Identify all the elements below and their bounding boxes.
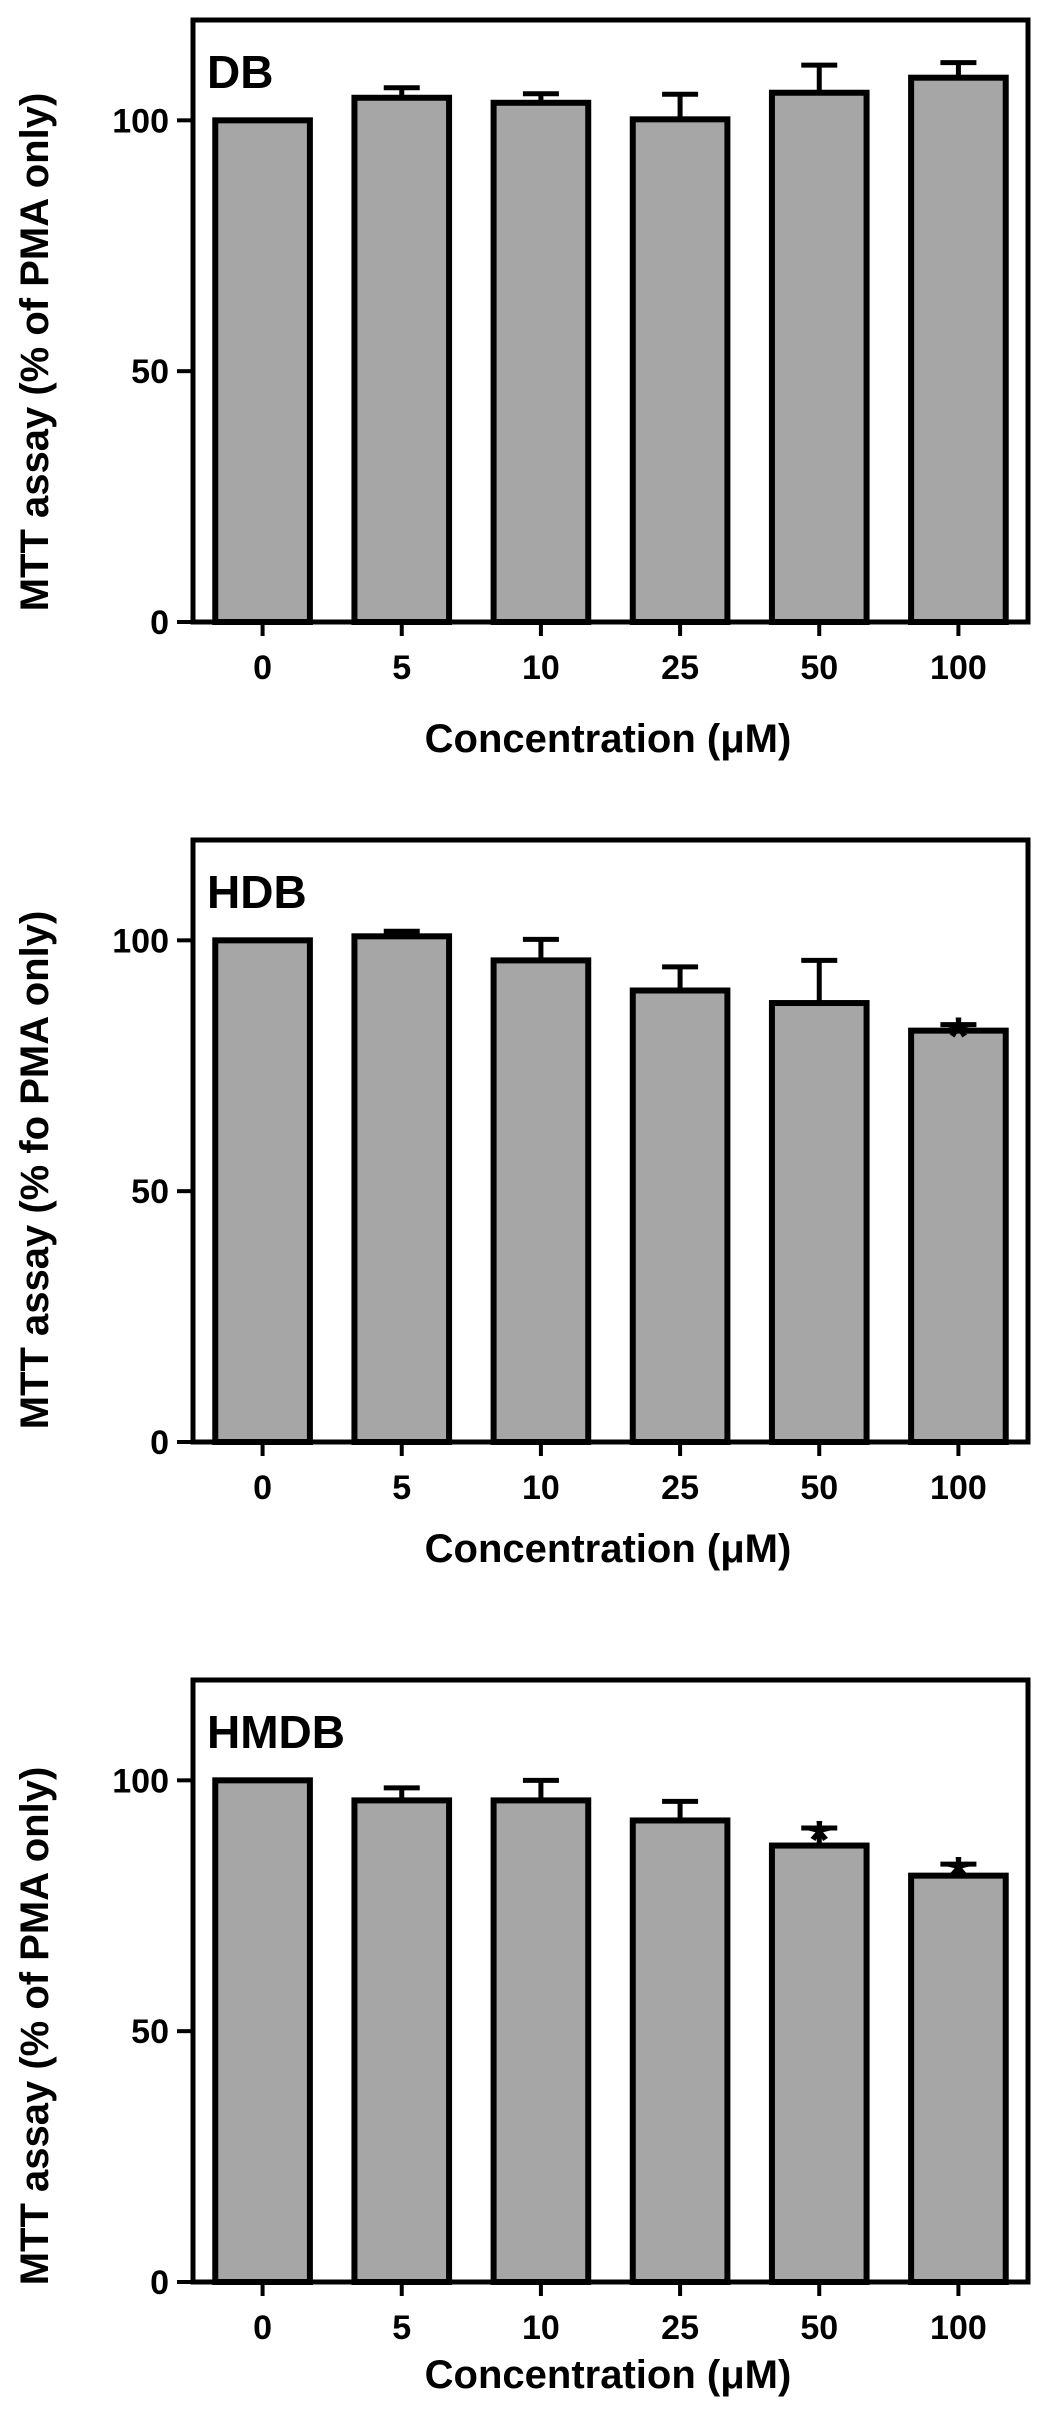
bar	[351, 933, 453, 1445]
y-tick-label: 0	[150, 604, 169, 642]
y-tick-label: 100	[112, 1762, 169, 1800]
x-tick-label: 50	[800, 649, 838, 687]
y-tick-label: 100	[112, 102, 169, 140]
x-tick-label: 50	[800, 1469, 838, 1507]
bar	[908, 1872, 1009, 2285]
x-axis-title: Concentration (μM)	[425, 717, 792, 761]
y-tick-label: 50	[131, 1173, 169, 1211]
bar	[629, 987, 731, 1445]
plot-area-hdb: 0 5 10 25 50 * 100 0 50 100 HDB	[112, 837, 1031, 1507]
bar	[490, 1797, 592, 2285]
x-tick-label: 5	[392, 1469, 411, 1507]
bar	[212, 117, 313, 625]
y-axis-title: MTT assay (% of PMA only)	[13, 93, 57, 612]
y-tick-label: 0	[150, 2264, 169, 2302]
x-tick-label: 10	[522, 649, 560, 687]
plot-area-hmdb: 0 5 10 25 * 50 * 100 0 50 100 HMDB	[112, 1677, 1031, 2347]
x-tick-label: 100	[930, 2309, 987, 2347]
bar	[351, 1797, 453, 2285]
x-tick-label: 50	[800, 2309, 838, 2347]
x-tick-label: 100	[930, 1469, 987, 1507]
bar	[351, 94, 453, 625]
plot-frame	[190, 1677, 1031, 2285]
bar	[212, 1777, 313, 2285]
plot-area-db: 0 5 10 25 50 100 0 50 100 DB	[112, 17, 1031, 687]
x-tick-label: 0	[253, 1469, 272, 1507]
bar	[908, 74, 1009, 626]
bar	[768, 1842, 870, 2286]
x-tick-label: 25	[661, 649, 699, 687]
bar	[490, 957, 592, 1445]
plot-frame	[190, 17, 1031, 625]
x-tick-label: 25	[661, 2309, 699, 2347]
x-tick-label: 10	[522, 2309, 560, 2347]
panel-label: DB	[207, 46, 273, 98]
significance-mark: *	[809, 1810, 830, 1870]
chart-svg-db: MTT assay (% of PMA only) Concentration …	[13, 17, 1031, 761]
significance-mark: *	[948, 1007, 969, 1067]
chart-svg-hdb: MTT assay (% fo PMA only) Concentration …	[13, 837, 1031, 1571]
y-tick-label: 50	[131, 2013, 169, 2051]
x-axis-title: Concentration (μM)	[425, 2353, 792, 2397]
bar	[768, 1000, 870, 1446]
x-tick-label: 100	[930, 649, 987, 687]
bar	[212, 937, 313, 1445]
y-axis-title: MTT assay (% of PMA only)	[13, 1767, 57, 2286]
y-tick-label: 50	[131, 353, 169, 391]
panel-label: HDB	[207, 866, 307, 918]
y-axis-title: MTT assay (% fo PMA only)	[13, 911, 57, 1430]
significance-mark: *	[948, 1846, 969, 1906]
bar	[768, 89, 870, 626]
bar	[490, 99, 592, 625]
x-tick-label: 0	[253, 649, 272, 687]
bar	[629, 116, 731, 626]
chart-svg-hmdb: MTT assay (% of PMA only) Concentration …	[13, 1677, 1031, 2397]
x-axis-title: Concentration (μM)	[425, 1527, 792, 1571]
chart-panel-hmdb: MTT assay (% of PMA only) Concentration …	[0, 1636, 1063, 2436]
y-tick-label: 0	[150, 1424, 169, 1462]
chart-panel-hdb: MTT assay (% fo PMA only) Concentration …	[0, 810, 1063, 1610]
panel-label: HMDB	[207, 1706, 345, 1758]
x-tick-label: 25	[661, 1469, 699, 1507]
x-tick-label: 0	[253, 2309, 272, 2347]
x-tick-label: 5	[392, 649, 411, 687]
bar	[908, 1027, 1009, 1445]
y-tick-label: 100	[112, 922, 169, 960]
x-tick-label: 10	[522, 1469, 560, 1507]
plot-frame	[190, 837, 1031, 1445]
chart-panel-db: MTT assay (% of PMA only) Concentration …	[0, 0, 1063, 800]
x-tick-label: 5	[392, 2309, 411, 2347]
bar	[629, 1817, 731, 2285]
